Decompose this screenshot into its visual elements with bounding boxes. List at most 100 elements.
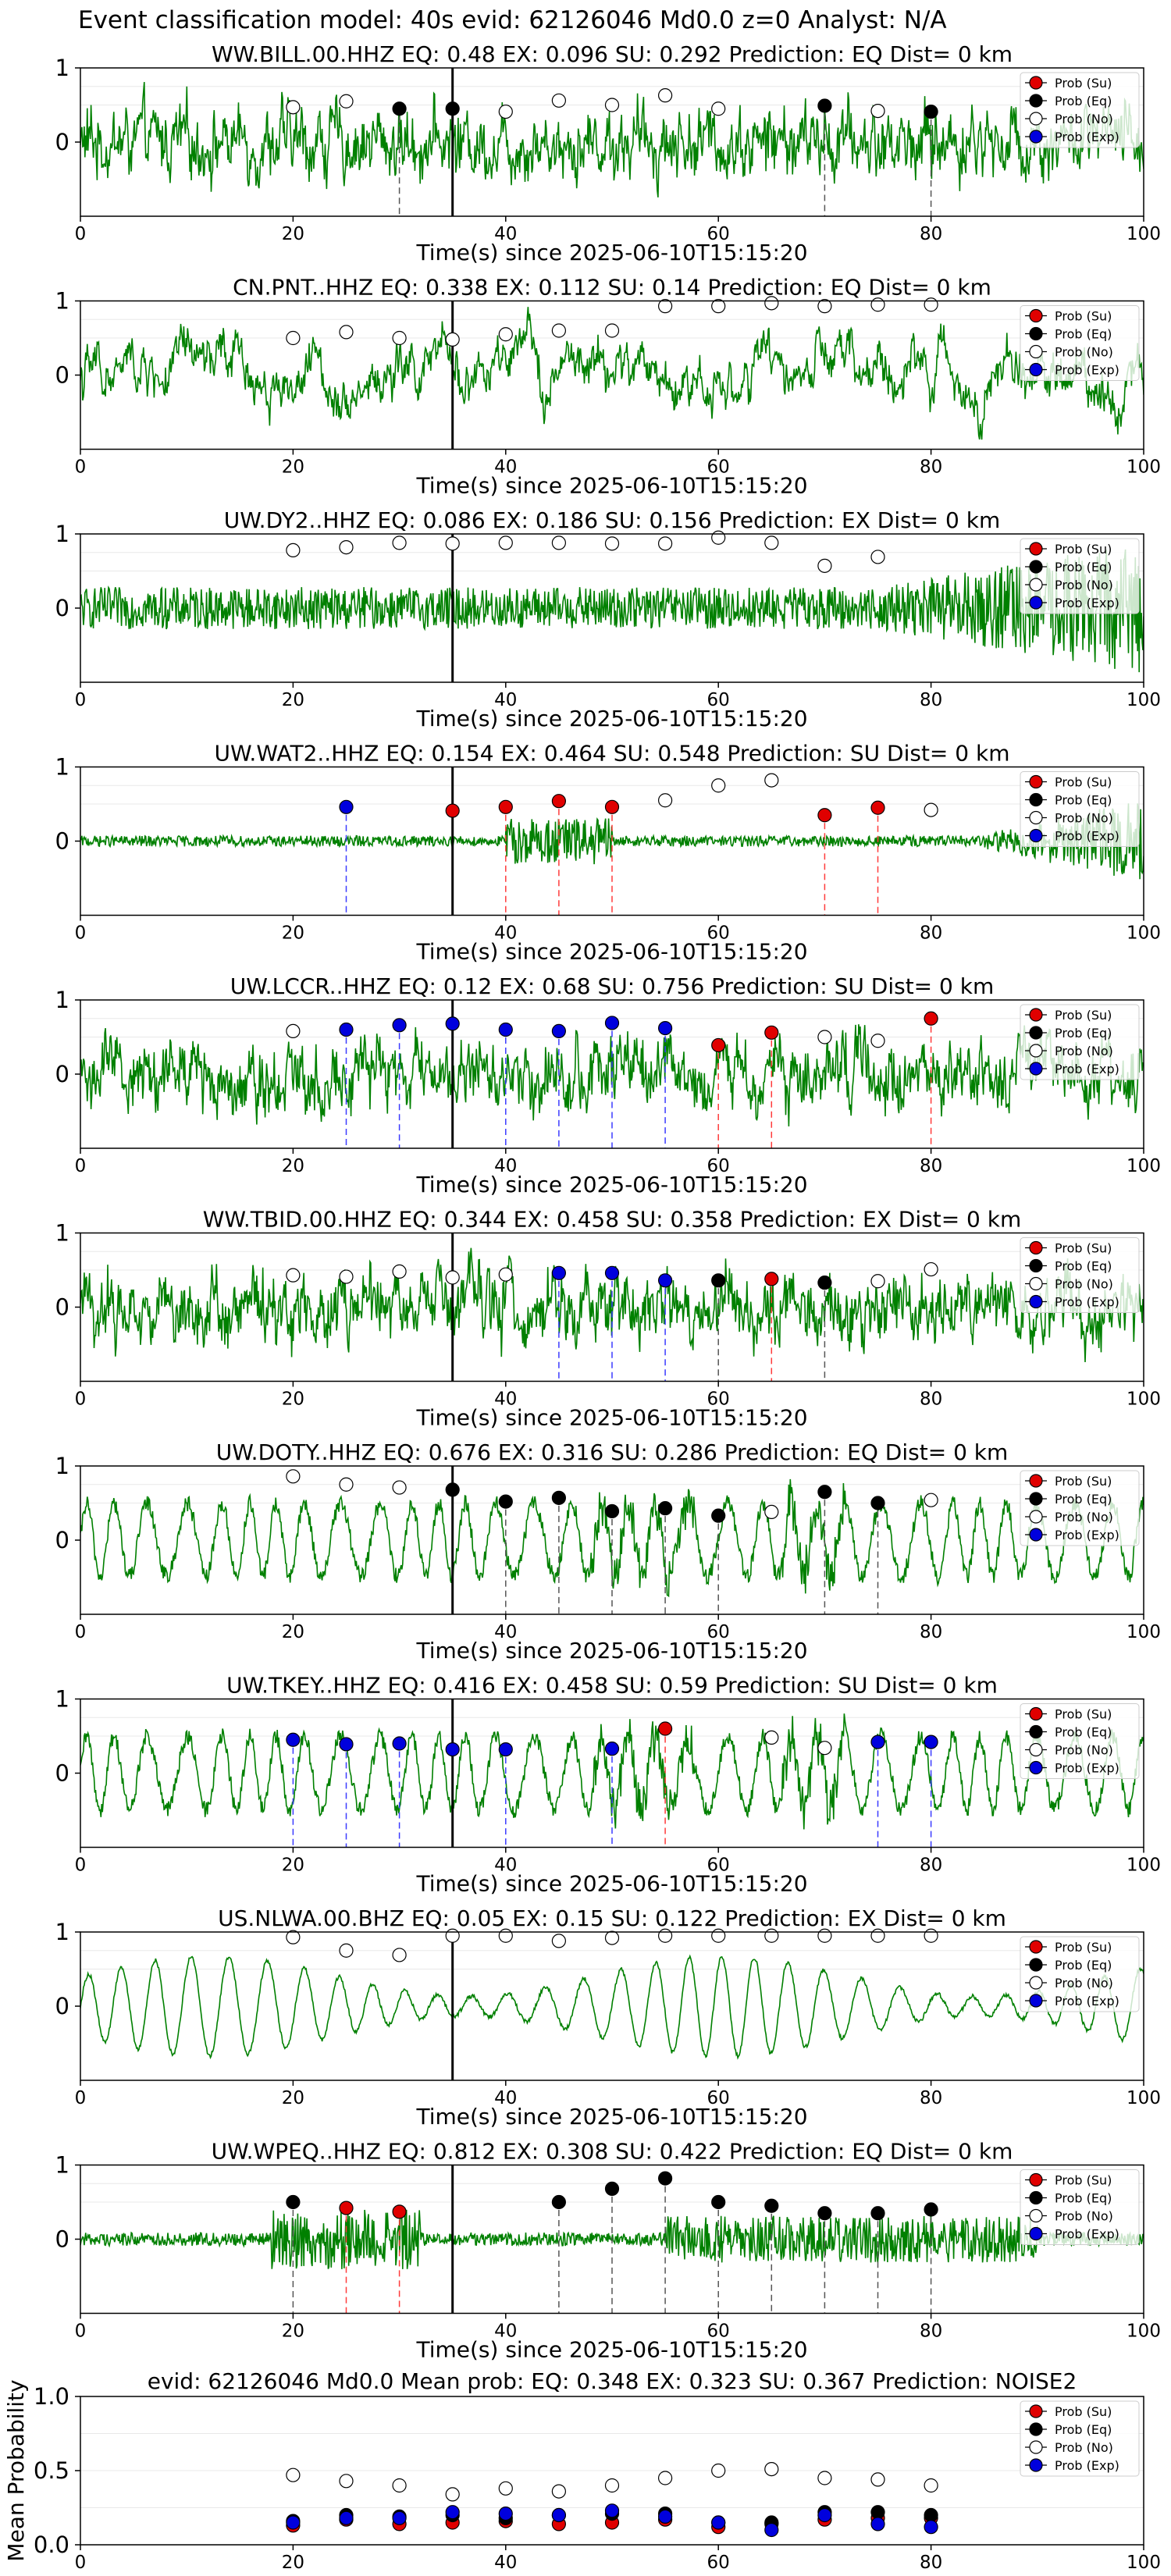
x-tick-label: 20 [282, 2088, 304, 2108]
legend-frame [1020, 1703, 1140, 1779]
x-tick-label: 40 [494, 923, 517, 944]
x-tick-label: 60 [707, 2322, 730, 2342]
prob-point [392, 1264, 407, 1279]
summary-title: evid: 62126046 Md0.0 Mean prob: EQ: 0.34… [148, 2368, 1077, 2394]
panel-title: UW.TKEY..HHZ EQ: 0.416 EX: 0.458 SU: 0.5… [226, 1673, 998, 1699]
prob-point [924, 802, 938, 817]
legend-marker [1029, 792, 1043, 807]
prob-point [286, 100, 301, 115]
legend-label: Prob (Su) [1055, 2173, 1112, 2188]
prob-point [445, 1482, 460, 1497]
panel-legend: Prob (Su) Prob (Eq) Prob (No) Prob (Exp) [1020, 1936, 1140, 2012]
x-tick-label: 40 [494, 224, 517, 244]
prob-point [339, 1269, 354, 1284]
mean-prob-point [870, 2505, 885, 2520]
x-tick-label: 20 [282, 457, 304, 478]
legend-marker [1029, 2172, 1043, 2187]
y-tick-label: 0 [55, 1294, 69, 1321]
summary-legend: Prob (Su) Prob (Eq) Prob (No) Prob (Exp) [1020, 2400, 1140, 2477]
x-tick-label: 60 [707, 2088, 730, 2108]
legend-marker [1029, 810, 1043, 825]
prob-point [657, 1273, 673, 1288]
x-tick-label: 100 [1127, 1389, 1161, 1410]
legend-label: Prob (Su) [1055, 1008, 1112, 1023]
y-tick-label: 0.5 [34, 2457, 69, 2484]
x-axis-label: Time(s) since 2025-06-10T15:15:20 [415, 1638, 807, 1663]
legend-label: Prob (Eq) [1055, 793, 1112, 808]
legend-label: Prob (Exp) [1055, 363, 1119, 378]
y-tick-label: 1 [55, 754, 69, 781]
legend-label: Prob (No) [1055, 811, 1113, 826]
x-tick-label: 100 [1127, 690, 1161, 710]
prob-point [870, 104, 885, 119]
prob-point [498, 799, 513, 814]
y-tick-label: 0 [55, 129, 69, 155]
panel-legend: Prob (Su) Prob (Eq) Prob (No) Prob (Exp) [1020, 72, 1140, 148]
prob-point [924, 1735, 938, 1749]
station-panel: CN.PNT..HHZ EQ: 0.338 EX: 0.112 SU: 0.14… [55, 275, 1161, 499]
prob-point [286, 543, 301, 558]
legend-marker [1029, 344, 1043, 359]
prob-point [817, 1928, 832, 1943]
x-tick-label: 20 [282, 2322, 304, 2342]
legend-marker [1029, 578, 1043, 592]
prob-point [924, 1011, 938, 1026]
x-tick-label: 80 [920, 2553, 942, 2573]
waveform-trace [80, 1478, 1144, 1598]
x-axis-label: Time(s) since 2025-06-10T15:15:20 [415, 1172, 807, 1197]
mean-prob-point [764, 2522, 779, 2538]
prob-point [870, 1735, 885, 1749]
x-tick-label: 0 [75, 2553, 87, 2573]
legend-label: Prob (No) [1055, 1277, 1113, 1292]
x-tick-label: 80 [920, 2088, 942, 2108]
prob-point [657, 1020, 673, 1036]
prob-point [870, 800, 885, 815]
legend-marker [1029, 1528, 1043, 1542]
legend-marker [1029, 560, 1043, 574]
x-tick-label: 60 [707, 457, 730, 478]
panel-title: WW.TBID.00.HHZ EQ: 0.344 EX: 0.458 SU: 0… [203, 1207, 1022, 1233]
prob-point [286, 330, 301, 346]
x-tick-label: 40 [494, 1156, 517, 1176]
legend-label: Prob (Eq) [1055, 1958, 1112, 1973]
prob-point [764, 2198, 779, 2213]
legend-frame [1020, 1936, 1140, 2012]
legend-label: Prob (Su) [1055, 1241, 1112, 1256]
legend-label: Prob (Exp) [1055, 596, 1119, 610]
prob-point [551, 2194, 567, 2210]
prob-point [445, 101, 460, 116]
panel-legend: Prob (Su) Prob (Eq) Prob (No) Prob (Exp) [1020, 1703, 1140, 1779]
y-tick-label: 0 [55, 828, 69, 855]
mean-prob-point [339, 2474, 354, 2489]
prob-point [870, 1496, 885, 1510]
prob-point [604, 323, 620, 338]
legend-label: Prob (Eq) [1055, 2191, 1112, 2206]
prob-point [392, 535, 407, 550]
x-tick-label: 80 [920, 457, 942, 478]
y-tick-label: 1 [55, 521, 69, 547]
prob-point [657, 88, 673, 103]
panel-legend: Prob (Su) Prob (Eq) Prob (No) Prob (Exp) [1020, 1004, 1140, 1080]
x-tick-label: 0 [75, 1622, 87, 1642]
station-panel: WW.TBID.00.HHZ EQ: 0.344 EX: 0.458 SU: 0… [55, 1207, 1161, 1431]
prob-point [551, 1934, 567, 1948]
mean-prob-point [870, 2517, 885, 2532]
x-tick-label: 80 [920, 1856, 942, 1876]
waveform-trace [80, 1954, 1144, 2060]
prob-point [286, 1023, 301, 1039]
x-tick-label: 0 [75, 2088, 87, 2108]
x-tick-label: 80 [920, 923, 942, 944]
legend-label: Prob (No) [1055, 1510, 1113, 1525]
prob-point [657, 1501, 673, 1516]
legend-label: Prob (No) [1055, 1044, 1113, 1059]
panel-title: WW.BILL.00.HHZ EQ: 0.48 EX: 0.096 SU: 0.… [212, 41, 1013, 67]
x-tick-label: 60 [707, 690, 730, 710]
legend-label: Prob (Exp) [1055, 2227, 1119, 2242]
y-tick-label: 0 [55, 1061, 69, 1087]
mean-prob-point [870, 2472, 885, 2487]
legend-label: Prob (Eq) [1055, 1492, 1112, 1507]
prob-point [924, 104, 938, 119]
prob-point [870, 297, 885, 312]
legend-label: Prob (Eq) [1055, 94, 1112, 109]
prob-point [870, 1928, 885, 1943]
